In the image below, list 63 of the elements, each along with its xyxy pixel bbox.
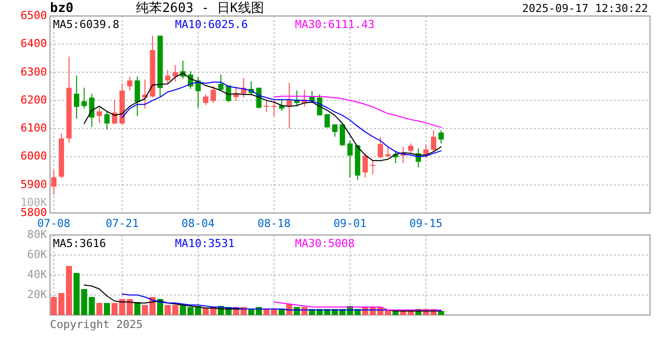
- text: bz0: [50, 1, 74, 16]
- candlestick: [172, 64, 178, 82]
- y-tick-label: 60K: [27, 248, 48, 262]
- candlestick: [324, 114, 330, 128]
- text: MA30:6111.43: [295, 18, 374, 32]
- candlestick: [96, 107, 102, 124]
- x-tick-label: 08-18: [257, 217, 291, 230]
- candlestick: [203, 94, 208, 106]
- y-tick-label: 5800: [20, 206, 47, 220]
- candlestick: [370, 160, 376, 175]
- candlestick: [210, 86, 216, 104]
- y-tick-label: 6000: [20, 150, 47, 163]
- y-tick-label: 40K: [27, 268, 48, 282]
- candlestick: [134, 76, 140, 117]
- text: MA30:5008: [295, 237, 355, 250]
- x-tick-label: 09-01: [333, 217, 367, 230]
- x-tick-label: 09-15: [409, 217, 443, 230]
- x-tick-label: 07-08: [37, 217, 70, 230]
- bar: [438, 311, 444, 315]
- candlestick: [408, 142, 414, 154]
- y-tick-label: 80K: [27, 228, 48, 242]
- candlestick: [316, 94, 322, 116]
- candlestick: [82, 87, 87, 110]
- candlestick: [165, 70, 170, 84]
- y-tick-label: 6500: [20, 9, 47, 22]
- candlestick: [385, 146, 391, 158]
- text: MA5:6039.8: [53, 18, 120, 32]
- line-series: [274, 302, 442, 310]
- bar: [104, 303, 110, 315]
- candlestick: [340, 123, 346, 147]
- y-tick-label: 6100: [20, 122, 47, 135]
- candlestick: [51, 169, 56, 196]
- candlestick: [104, 111, 110, 130]
- candlestick: [362, 152, 368, 178]
- bar: [134, 302, 140, 315]
- candlestick: [438, 130, 444, 144]
- line-series: [274, 96, 442, 128]
- chart-title: 纯苯2603 - 日K线图: [136, 1, 264, 16]
- candlestick: [332, 124, 338, 138]
- text: 2025-09-17 12:30:22: [522, 2, 648, 15]
- text: MA5:3616: [53, 237, 106, 250]
- y-tick-label: 6200: [20, 93, 47, 106]
- candlestick: [378, 136, 384, 159]
- text: MA10:6025.6: [175, 18, 248, 32]
- candlestick: [264, 99, 270, 112]
- x-tick-label: 07-21: [106, 217, 139, 230]
- candlestick: [430, 130, 436, 152]
- bar: [202, 308, 209, 315]
- y-tick-label: 6400: [20, 37, 47, 50]
- text: MA10:3531: [175, 237, 235, 250]
- y-tick-label: 20K: [27, 288, 48, 302]
- text: Copyright 2025: [50, 318, 143, 331]
- candlestick: [89, 93, 94, 128]
- y-tick-label: 5900: [20, 178, 47, 191]
- candlestick: [74, 75, 80, 120]
- text: 100K: [20, 196, 48, 209]
- candlestick: [218, 74, 224, 92]
- candlestick: [127, 76, 132, 92]
- candlestick: [347, 140, 353, 178]
- bar: [96, 303, 102, 315]
- x-tick-label: 08-04: [182, 217, 216, 230]
- candlestick: [286, 82, 292, 130]
- y-tick-label: 6300: [20, 65, 47, 78]
